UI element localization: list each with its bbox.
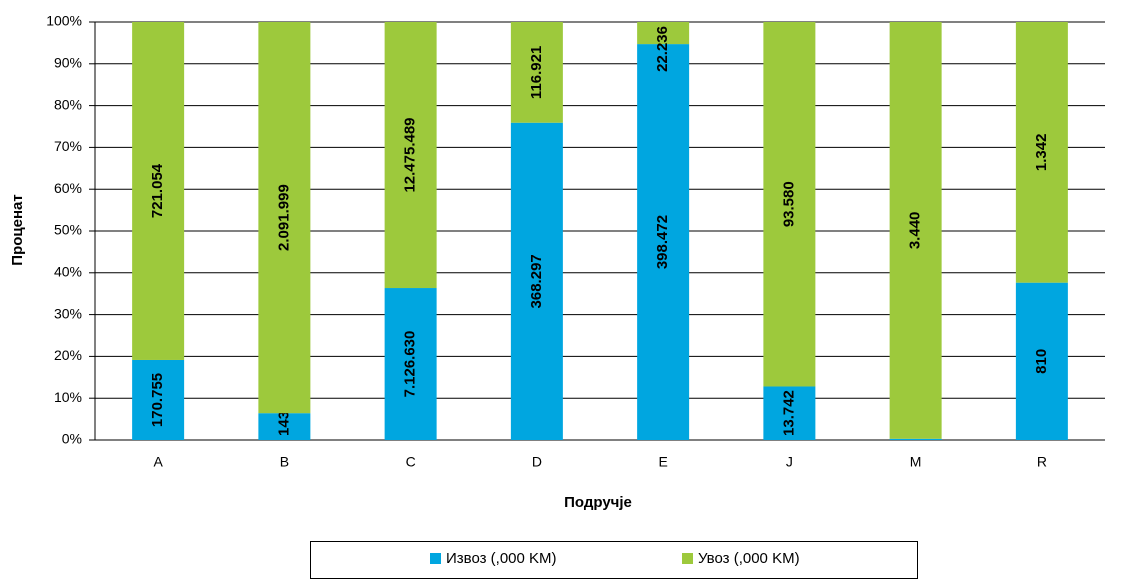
bar-segment bbox=[637, 44, 690, 441]
bar-segment bbox=[763, 22, 816, 387]
data-label: 368.297 bbox=[528, 254, 545, 308]
bar-segment bbox=[763, 386, 816, 440]
data-label: 810 bbox=[1033, 349, 1050, 374]
bar-segment bbox=[132, 22, 185, 360]
x-tick-label: B bbox=[280, 454, 289, 470]
bar-segment bbox=[510, 122, 563, 440]
data-label: 22.236 bbox=[654, 26, 671, 72]
y-tick-label: 100% bbox=[46, 13, 82, 29]
data-label: 1.342 bbox=[1033, 134, 1050, 172]
y-tick-label: 60% bbox=[54, 180, 82, 196]
x-tick-label: D bbox=[532, 454, 542, 470]
y-tick-label: 0% bbox=[62, 431, 82, 447]
y-tick-label: 50% bbox=[54, 222, 82, 238]
data-label: 2.091.999 bbox=[275, 184, 292, 251]
data-label: 170.755 bbox=[149, 373, 166, 427]
data-label: 3.440 bbox=[907, 212, 924, 250]
data-label: 721.054 bbox=[149, 163, 166, 218]
y-tick-label: 40% bbox=[54, 264, 82, 280]
x-axis-title: Подручје bbox=[564, 494, 632, 511]
x-tick-label: R bbox=[1037, 454, 1047, 470]
bar-segment bbox=[510, 22, 563, 123]
y-tick-label: 10% bbox=[54, 389, 82, 405]
x-tick-label: A bbox=[153, 454, 163, 470]
bar-segment bbox=[384, 288, 437, 440]
bar-segment bbox=[132, 359, 185, 440]
data-label: 398.472 bbox=[654, 215, 671, 269]
legend-swatch bbox=[682, 553, 693, 564]
y-axis-title: Проценат bbox=[9, 194, 26, 265]
bar-segment bbox=[889, 438, 942, 440]
legend-swatch bbox=[430, 553, 441, 564]
bar-segment bbox=[258, 22, 311, 414]
bar-segment bbox=[889, 22, 942, 439]
data-label: 93.580 bbox=[780, 181, 797, 227]
x-tick-label: J bbox=[786, 454, 793, 470]
legend-box bbox=[310, 541, 918, 579]
y-tick-label: 90% bbox=[54, 55, 82, 71]
data-label: 7.126.630 bbox=[402, 331, 419, 398]
x-tick-label: C bbox=[406, 454, 416, 470]
data-label: 12.475.489 bbox=[402, 117, 419, 192]
y-tick-label: 30% bbox=[54, 305, 82, 321]
bar-segment bbox=[1015, 282, 1068, 440]
bar-segment bbox=[258, 413, 311, 440]
data-label: 116.921 bbox=[528, 46, 545, 99]
x-tick-label: M bbox=[910, 454, 922, 470]
y-tick-label: 20% bbox=[54, 347, 82, 363]
bar-segment bbox=[384, 22, 437, 289]
x-tick-label: E bbox=[658, 454, 667, 470]
legend-label: Извоз (,000 KM) bbox=[446, 550, 557, 567]
y-tick-label: 80% bbox=[54, 96, 82, 112]
data-label: 13.742 bbox=[780, 390, 797, 436]
bar-segment bbox=[637, 22, 690, 45]
bar-segment bbox=[1015, 22, 1068, 283]
y-tick-label: 70% bbox=[54, 138, 82, 154]
legend-label: Увоз (,000 KM) bbox=[698, 550, 800, 567]
